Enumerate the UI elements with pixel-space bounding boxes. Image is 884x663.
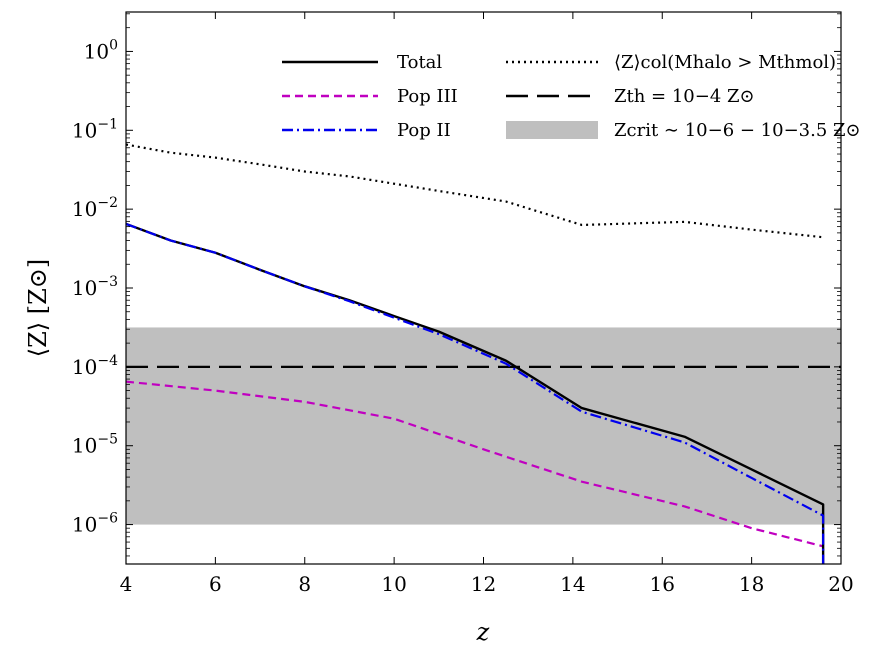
legend-label: Total bbox=[397, 52, 442, 73]
y-axis-label: ⟨Z⟩ [Z⊙] bbox=[24, 259, 52, 358]
x-tick-label: 8 bbox=[298, 572, 311, 596]
series-layer bbox=[126, 143, 825, 564]
x-tick-label: 20 bbox=[828, 572, 853, 596]
y-tick-label: 10−4 bbox=[72, 353, 118, 379]
y-tick-label: 10−5 bbox=[72, 432, 118, 458]
zcrit-band bbox=[126, 327, 841, 525]
x-axis-label: z bbox=[476, 618, 490, 646]
x-tick-label: 4 bbox=[120, 572, 133, 596]
x-tick-label: 14 bbox=[560, 572, 585, 596]
series-zcol bbox=[126, 143, 824, 239]
y-tick-label: 10−3 bbox=[72, 274, 118, 300]
legend-label: Zth = 10−4 Z⊙ bbox=[614, 86, 755, 107]
band-layer bbox=[126, 327, 841, 525]
x-tick-label: 16 bbox=[650, 572, 675, 596]
y-tick-label: 10−1 bbox=[72, 116, 118, 142]
legend-label: Pop III bbox=[397, 86, 458, 107]
y-tick-label: 100 bbox=[84, 37, 118, 63]
series-total bbox=[126, 222, 825, 564]
ticks-layer: 4 6 8 10 12 14 16 18 20 100 10−1 10−2 10−3 10−4 10−5 10… bbox=[72, 12, 854, 596]
series-pop-iii bbox=[126, 380, 824, 548]
legend: Total Pop III Pop II ⟨Z⟩col(Mhalo > Mthmol)… bbox=[282, 52, 861, 141]
y-tick-label: 10−2 bbox=[72, 195, 118, 221]
legend-label: ⟨Z⟩col(Mhalo > Mthmol) bbox=[614, 52, 836, 73]
x-tick-label: 12 bbox=[471, 572, 496, 596]
x-tick-label: 6 bbox=[209, 572, 222, 596]
x-tick-label: 18 bbox=[739, 572, 764, 596]
x-tick-label: 10 bbox=[381, 572, 406, 596]
legend-label: Pop II bbox=[397, 120, 451, 141]
legend-swatch-band bbox=[506, 121, 598, 139]
y-tick-label: 10−6 bbox=[72, 511, 118, 537]
legend-label: Zcrit ∼ 10−6 − 10−3.5 Z⊙ bbox=[614, 120, 861, 141]
